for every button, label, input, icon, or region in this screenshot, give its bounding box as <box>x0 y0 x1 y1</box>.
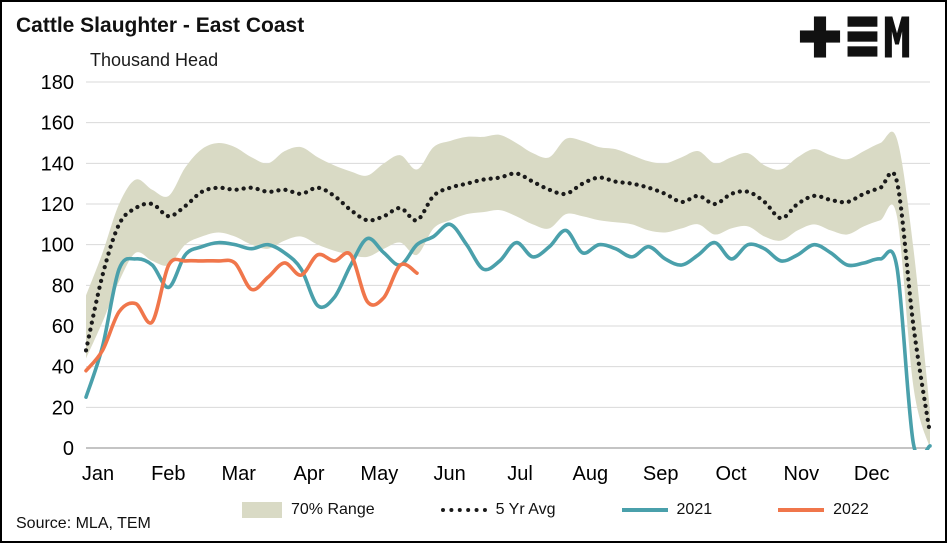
logo-bar-middle <box>847 31 878 42</box>
y-tick-label-100: 100 <box>41 235 74 257</box>
y-axis-units-label: Thousand Head <box>90 50 219 70</box>
y-tick-label-120: 120 <box>41 194 74 216</box>
x-tick-label-nov: Nov <box>784 463 820 485</box>
logo-bar-top <box>847 16 878 27</box>
avg-dotted-swatch <box>440 508 487 512</box>
y-tick-label-60: 60 <box>52 316 74 338</box>
legend-item-2022: 2022 <box>778 501 869 519</box>
legend-label-2022: 2022 <box>833 501 869 518</box>
legend-label-2021: 2021 <box>676 501 713 518</box>
logo-letter-m <box>884 16 910 58</box>
x-tick-label-oct: Oct <box>715 463 747 485</box>
series-line-2022 <box>84 251 419 373</box>
legend-item-5yr-avg: 5 Yr Avg <box>440 501 556 519</box>
y-tick-label-160: 160 <box>41 113 74 135</box>
chart-title: Cattle Slaughter - East Coast <box>16 14 305 37</box>
y-tick-label-40: 40 <box>52 357 74 379</box>
legend-label-avg: 5 Yr Avg <box>495 501 556 518</box>
x-tick-label-jan: Jan <box>82 463 114 485</box>
legend-item-2021: 2021 <box>621 501 713 519</box>
series-line-2021 <box>84 222 932 450</box>
range-band-swatch <box>242 502 282 518</box>
legend-item-70pct-range: 70% Range <box>242 501 375 519</box>
line-2021-swatch <box>621 508 668 512</box>
x-tick-label-may: May <box>360 463 398 485</box>
x-tick-label-feb: Feb <box>151 463 185 485</box>
logo-plus-horizontal <box>799 30 841 43</box>
x-tick-label-mar: Mar <box>221 463 256 485</box>
x-tick-label-apr: Apr <box>293 463 324 485</box>
x-tick-label-aug: Aug <box>573 463 609 485</box>
y-tick-label-180: 180 <box>41 72 74 94</box>
y-tick-label-80: 80 <box>52 275 74 297</box>
series-group <box>84 131 932 450</box>
range-band-area <box>86 131 930 448</box>
source-attribution: Source: MLA, TEM <box>16 515 151 532</box>
tem-logo-icon <box>799 16 910 58</box>
line-2022-swatch <box>778 508 825 512</box>
y-tick-label-140: 140 <box>41 153 74 175</box>
y-tick-label-20: 20 <box>52 397 74 419</box>
logo-bar-bottom <box>847 46 878 57</box>
y-tick-label-0: 0 <box>63 438 74 460</box>
legend-label-range: 70% Range <box>291 501 375 518</box>
chart-plot-area: 0 20 40 60 80 100 120 140 160 180 Jan Feb Mar Apr May J… <box>41 72 932 485</box>
legend: 70% Range 5 Yr Avg 2021 2022 <box>242 501 869 519</box>
series-line-5-yr-avg <box>84 170 932 436</box>
x-tick-label-jun: Jun <box>434 463 466 485</box>
x-tick-label-sep: Sep <box>643 463 679 485</box>
x-tick-label-dec: Dec <box>854 463 890 485</box>
x-tick-label-jul: Jul <box>507 463 533 485</box>
